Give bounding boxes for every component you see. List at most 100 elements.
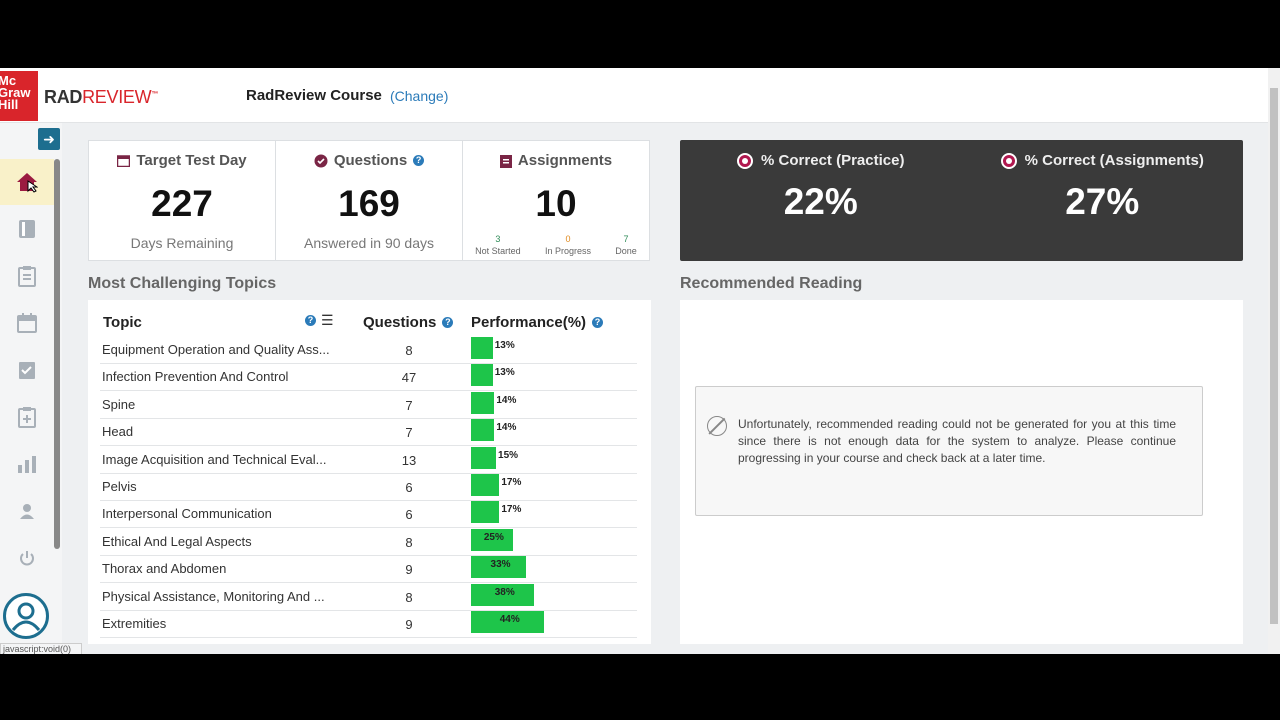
performance-label: 13% <box>494 340 515 351</box>
target-title: Target Test Day <box>136 152 247 169</box>
performance-bar <box>471 337 493 359</box>
table-row[interactable]: Image Acquisition and Technical Eval... 1… <box>100 446 637 474</box>
calendar-icon[interactable] <box>0 300 54 346</box>
home-icon[interactable] <box>0 159 54 205</box>
table-row[interactable]: Physical Assistance, Monitoring And ... 8… <box>100 583 637 611</box>
table-row[interactable]: Equipment Operation and Quality Ass... 8 1… <box>100 336 637 364</box>
add-clipboard-icon[interactable] <box>0 394 54 440</box>
help-icon[interactable]: ? <box>413 155 425 166</box>
sort-icon[interactable]: ☰ <box>321 312 334 328</box>
assignment-icon <box>499 154 512 168</box>
performance-bar <box>471 611 545 633</box>
table-row[interactable]: Head 7 14% <box>100 418 637 447</box>
top-bar: Mc Graw Hill RADREVIEW™ RadReview Course… <box>0 68 1268 123</box>
not-started-count: 3 Not Started <box>475 234 521 256</box>
help-icon[interactable]: ? <box>442 317 454 328</box>
sidebar-scrollbar[interactable] <box>54 159 60 549</box>
book-icon[interactable] <box>0 206 54 252</box>
performance-bar <box>471 391 495 414</box>
topic-name: Ethical And Legal Aspects <box>102 533 252 549</box>
reading-section-title: Recommended Reading <box>680 275 863 292</box>
performance-label: 13% <box>494 367 515 379</box>
questions-value: 169 <box>338 183 400 224</box>
performance-label: 44% <box>499 614 520 625</box>
calendar-icon <box>117 155 131 167</box>
performance-bar <box>471 474 500 496</box>
mcgraw-hill-logo: Mc Graw Hill <box>0 71 38 121</box>
performance-bar <box>471 556 527 579</box>
topics-table: Topic ? ☰ Questions? Performance(%)? Equ… <box>88 300 651 644</box>
topic-name: Pelvis <box>102 479 137 494</box>
table-row[interactable]: Spine 7 14% <box>100 391 637 419</box>
target-icon <box>737 152 754 169</box>
app-window: Mc Graw Hill RADREVIEW™ RadReview Course… <box>0 68 1280 654</box>
topic-question-count: 47 <box>401 370 417 386</box>
performance-bar <box>471 364 493 387</box>
help-icon[interactable]: ? <box>592 317 604 328</box>
radreview-logo[interactable]: RADREVIEW™ <box>44 87 159 107</box>
expand-sidebar-button[interactable]: ➜ <box>38 128 60 150</box>
done-count: 7 Done <box>615 234 637 256</box>
brand-rad: RAD <box>44 87 83 107</box>
table-row[interactable]: Extremities 9 44% <box>100 610 637 638</box>
questions-stat[interactable]: Questions? 169 Answered in 90 days <box>276 141 463 260</box>
topic-question-count: 7 <box>405 425 413 441</box>
topic-name: Infection Prevention And Control <box>102 369 289 385</box>
performance-label: 15% <box>498 449 519 461</box>
performance-label: 38% <box>494 586 515 598</box>
topic-column-header[interactable]: Topic <box>103 314 142 331</box>
performance-label: 17% <box>501 504 522 516</box>
assignments-value: 10 <box>535 183 577 224</box>
topic-name: Head <box>102 424 134 440</box>
table-row[interactable]: Infection Prevention And Control 47 13% <box>100 363 637 392</box>
assignments-stat[interactable]: Assignments 10 3 Not Started 0 In Progress… <box>463 141 649 260</box>
topic-question-count: 8 <box>405 589 413 605</box>
clipboard-icon[interactable] <box>0 253 54 299</box>
topic-question-count: 8 <box>405 534 413 550</box>
page-scrollbar[interactable] <box>1268 68 1280 654</box>
brand-review: REVIEW <box>82 87 152 107</box>
profile-avatar[interactable] <box>3 593 49 639</box>
practice-correct-value: 22% <box>783 181 858 222</box>
performance-label: 14% <box>496 422 517 434</box>
performance-column-header[interactable]: Performance(%)? <box>471 314 604 331</box>
practice-correct[interactable]: % Correct (Practice) 22% <box>680 140 962 261</box>
performance-bar <box>471 583 535 606</box>
assignments-correct-value: 27% <box>1065 181 1140 222</box>
check-circle-icon <box>314 154 328 167</box>
table-row[interactable]: Interpersonal Communication 6 17% <box>100 500 637 529</box>
questions-sub: Answered in 90 days <box>304 235 434 251</box>
questions-title: Questions <box>333 152 408 169</box>
performance-label: 17% <box>501 477 522 488</box>
target-sub: Days Remaining <box>130 235 234 251</box>
percent-correct-card: % Correct (Practice) 22% % Correct (Assi… <box>680 140 1243 261</box>
assignments-correct[interactable]: % Correct (Assignments) 27% <box>962 140 1244 261</box>
target-test-day-stat[interactable]: Target Test Day 227 Days Remaining <box>89 141 276 260</box>
performance-bar <box>471 501 500 524</box>
target-icon <box>1000 152 1017 169</box>
topic-name: Equipment Operation and Quality Ass... <box>102 342 330 357</box>
power-icon[interactable] <box>0 535 54 581</box>
topic-name: Image Acquisition and Technical Eval... <box>102 451 327 467</box>
checklist-icon[interactable] <box>0 347 54 393</box>
topic-name: Interpersonal Communication <box>102 506 272 522</box>
topic-name: Thorax and Abdomen <box>102 561 227 577</box>
status-bar-url: javascript:void(0) <box>0 643 82 654</box>
change-course-link[interactable]: (Change) <box>390 88 449 104</box>
target-value: 227 <box>151 183 213 224</box>
topic-question-count: 9 <box>405 562 413 578</box>
topic-question-count: 6 <box>405 507 413 523</box>
no-reading-message: Unfortunately, recommended reading could… <box>695 386 1203 516</box>
table-row[interactable]: Pelvis 6 17% <box>100 473 637 501</box>
bar-chart-icon[interactable] <box>0 441 54 487</box>
message-text: Unfortunately, recommended reading could… <box>738 417 1176 465</box>
user-icon[interactable] <box>0 488 54 534</box>
topics-section-title: Most Challenging Topics <box>88 275 277 292</box>
assignment-breakdown: 3 Not Started 0 In Progress 7 Done <box>463 233 649 257</box>
performance-bar <box>471 419 495 442</box>
table-row[interactable]: Ethical And Legal Aspects 8 25% <box>100 528 637 556</box>
questions-column-header[interactable]: Questions? <box>363 314 454 331</box>
topic-name: Extremities <box>102 616 167 631</box>
table-row[interactable]: Thorax and Abdomen 9 33% <box>100 555 637 584</box>
help-icon[interactable]: ? <box>305 315 316 326</box>
